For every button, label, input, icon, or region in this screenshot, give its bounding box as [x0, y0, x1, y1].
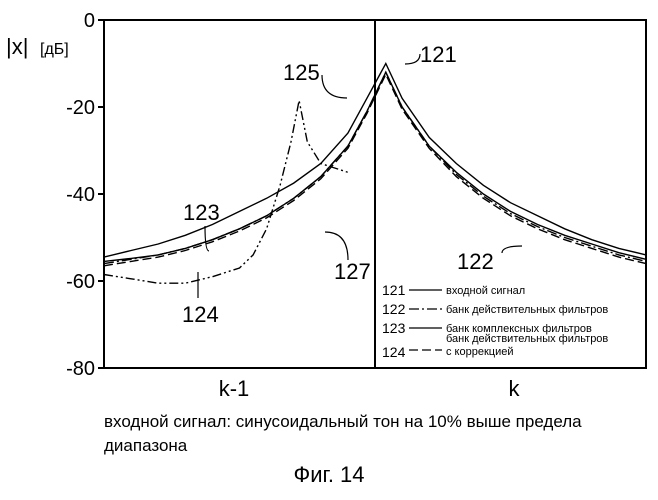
leader-line-122: [502, 246, 522, 253]
y-tick-label: -80: [66, 358, 95, 380]
annotation-125: 125: [283, 60, 320, 85]
y-tick-label: 0: [84, 10, 95, 32]
y-tick-label: -40: [66, 184, 95, 206]
leader-line-127: [325, 232, 348, 260]
leader-line-123: [205, 226, 209, 251]
legend-item-122: 122 банк действительных фильтров: [382, 301, 608, 317]
annotation-122: 122: [457, 249, 494, 274]
legend: 121 входной сигнал 122 банк действительных …: [382, 282, 608, 360]
y-tick-label: -60: [66, 271, 95, 293]
legend-id: 122: [382, 301, 406, 317]
y-axis-unit: [дБ]: [40, 41, 69, 58]
annotation-123: 123: [183, 200, 220, 225]
annotation-121: 121: [420, 42, 457, 67]
chart-caption: входной сигнал: синусоидальный тон на 10…: [104, 410, 649, 458]
legend-label: банк действительных фильтров: [446, 333, 608, 345]
legend-id: 121: [382, 282, 406, 298]
figure-label: Фиг. 14: [0, 462, 658, 488]
y-axis: 0 -20 -40 -60 -80 |x| [дБ] k-1 k: [6, 10, 521, 401]
y-axis-label: |x|: [6, 34, 28, 59]
caption-line-1: входной сигнал: синусоидальный тон на 10…: [104, 410, 649, 434]
legend-item-124: 124 банк действительных фильтровс коррекц…: [382, 333, 608, 360]
annotation-124: 124: [182, 302, 219, 327]
x-category-label: k-1: [219, 376, 250, 401]
leader-line-125: [322, 75, 347, 98]
x-category-label: k: [509, 376, 521, 401]
legend-label: банк действительных фильтров: [446, 304, 608, 316]
legend-label: с коррекцией: [446, 346, 513, 358]
legend-item-121: 121 входной сигнал: [382, 282, 525, 298]
legend-label: входной сигнал: [446, 285, 525, 297]
legend-id: 123: [382, 320, 406, 336]
caption-line-2: диапазона: [104, 434, 649, 458]
legend-id: 124: [382, 344, 406, 360]
chart: 0 -20 -40 -60 -80 |x| [дБ] k-1 k 121 122 123 124 125…: [0, 0, 658, 410]
annotation-127: 127: [334, 259, 371, 284]
leader-line-121: [405, 54, 420, 64]
series-line-125: [104, 101, 348, 284]
y-tick-label: -20: [66, 97, 95, 119]
